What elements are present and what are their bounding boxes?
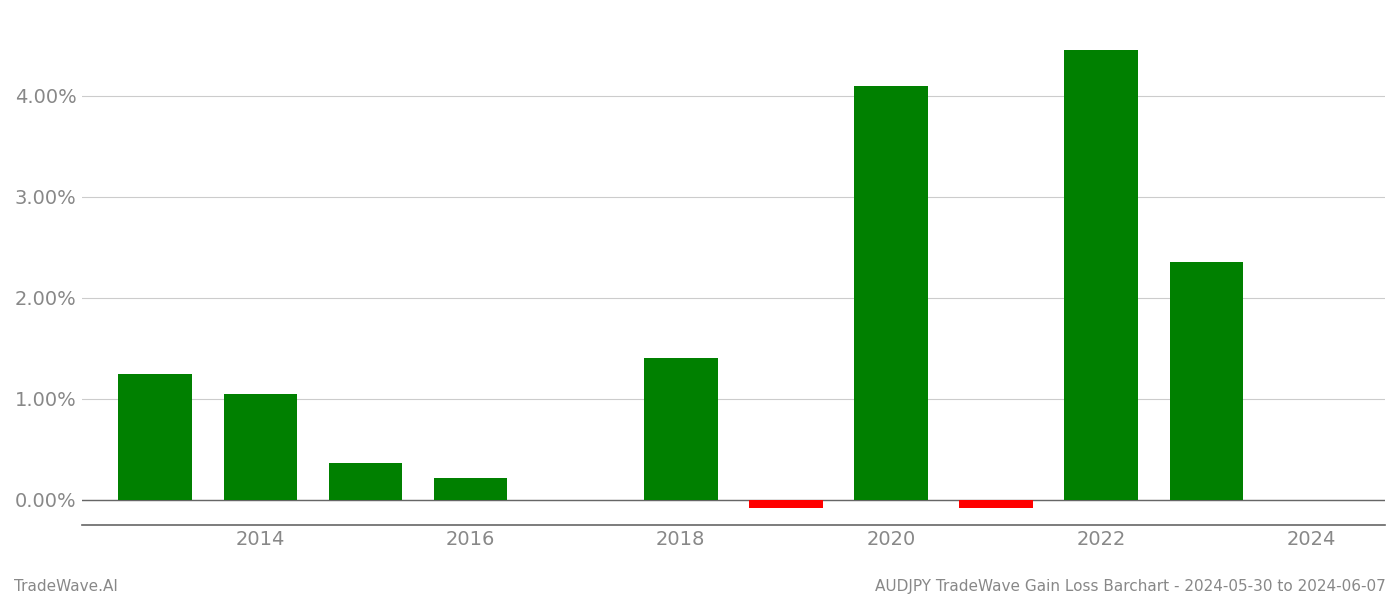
Text: TradeWave.AI: TradeWave.AI: [14, 579, 118, 594]
Bar: [1169, 262, 1243, 500]
Bar: [749, 500, 823, 508]
Bar: [119, 374, 192, 500]
Bar: [224, 394, 297, 500]
Bar: [1064, 50, 1138, 500]
Bar: [959, 500, 1033, 508]
Bar: [644, 358, 718, 500]
Text: AUDJPY TradeWave Gain Loss Barchart - 2024-05-30 to 2024-06-07: AUDJPY TradeWave Gain Loss Barchart - 20…: [875, 579, 1386, 594]
Bar: [434, 478, 507, 500]
Bar: [329, 463, 402, 500]
Bar: [854, 86, 928, 500]
